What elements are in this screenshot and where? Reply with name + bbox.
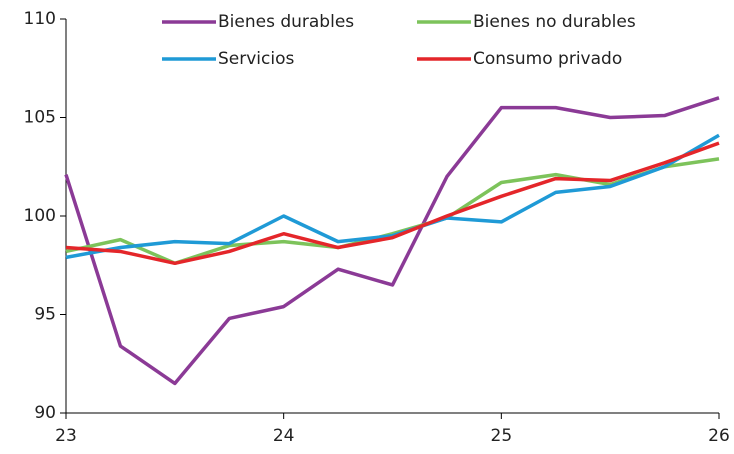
y-tick-label: 105 [24,108,56,128]
x-tick-label: 24 [273,426,295,446]
series-line [65,141,720,266]
y-tick-label: 100 [24,206,56,226]
legend-label: Consumo privado [473,49,622,69]
legend-label: Servicios [218,49,294,69]
series-line [64,96,720,386]
legend-label: Bienes no durables [473,12,636,32]
y-tick-label: 90 [34,403,56,423]
series-line [65,133,720,260]
y-tick-label: 95 [34,305,56,325]
x-tick-label: 25 [491,426,513,446]
x-tick-label: 23 [55,426,77,446]
series-line [65,157,720,266]
legend-label: Bienes durables [218,12,354,32]
x-tick-label: 26 [708,426,730,446]
y-tick-label: 110 [24,9,56,29]
